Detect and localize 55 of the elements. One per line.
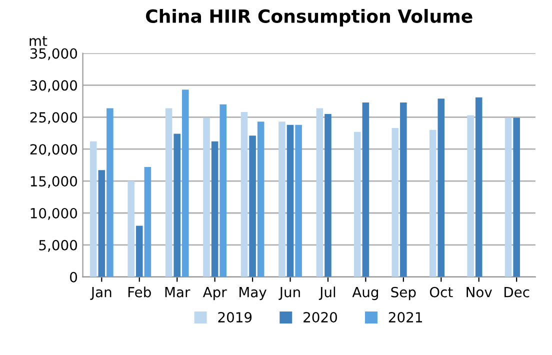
bar [90, 141, 97, 277]
x-tick-label: Nov [466, 287, 492, 298]
y-tick-label: 5,000 [39, 240, 78, 252]
chart-title: China HIIR Consumption Volume [146, 8, 472, 26]
x-tick-label: Aug [352, 287, 378, 300]
bar [257, 122, 264, 277]
bar [354, 132, 361, 277]
x-tick-label: Jun [278, 287, 300, 300]
bar [324, 114, 332, 277]
x-tick-label: Jan [90, 287, 112, 300]
bar [438, 98, 445, 277]
y-tick-label: 0 [70, 272, 78, 282]
x-tick-label: Feb [128, 286, 151, 298]
bar [106, 108, 114, 277]
x-tick-label: Apr [202, 287, 227, 300]
y-tick-label: 30,000 [30, 80, 78, 92]
bar [165, 108, 172, 277]
bar [128, 181, 134, 277]
bar [295, 124, 302, 277]
legend-label: 2019 [218, 312, 252, 323]
x-tick-label: Sep [391, 286, 416, 300]
bar [240, 112, 248, 277]
legend-label: 2020 [304, 312, 337, 323]
legend-label: 2021 [388, 312, 422, 323]
bar [429, 130, 436, 277]
y-tick-label: 25,000 [30, 112, 78, 124]
y-tick-label: 20,000 [30, 144, 78, 156]
y-tick-label: 10,000 [30, 208, 78, 220]
bar [182, 90, 189, 277]
x-tick-label: Dec [504, 287, 530, 298]
bar [249, 136, 256, 277]
bar [98, 170, 106, 277]
bar [475, 97, 482, 277]
x-tick-label: Oct [430, 286, 453, 298]
bar [278, 122, 286, 277]
y-tick-label: 15,000 [30, 176, 78, 188]
bar [211, 141, 218, 277]
bar [136, 226, 143, 277]
bar [174, 134, 180, 277]
bar [286, 124, 294, 277]
bar [513, 118, 520, 277]
x-tick-label: Mar [165, 287, 190, 298]
bar [316, 108, 324, 277]
bar [400, 102, 407, 277]
y-axis-title: mt [30, 36, 48, 46]
bar [220, 104, 227, 277]
x-tick-label: May [240, 287, 266, 300]
bar [467, 115, 474, 277]
bar [504, 118, 512, 277]
x-tick-label: Jul [318, 286, 336, 300]
bar [144, 166, 152, 277]
bar [203, 118, 210, 277]
bar [392, 128, 399, 277]
bar [362, 102, 370, 277]
y-tick-label: 35,000 [30, 48, 78, 60]
